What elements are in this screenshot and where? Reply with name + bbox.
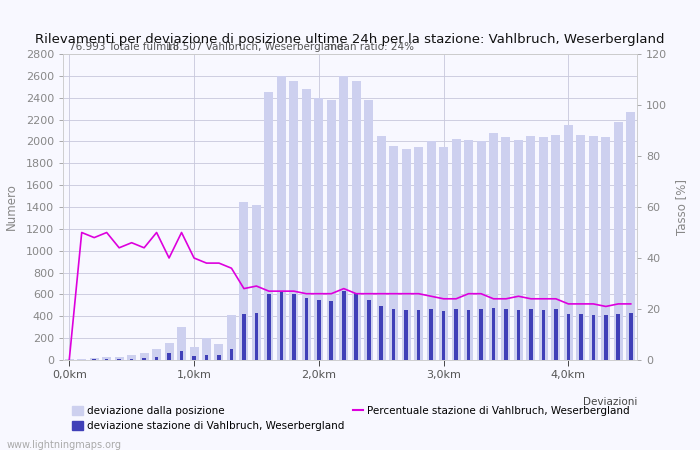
Bar (277, 76, 286, 360)
Bar (442, 311, 445, 360)
Bar (279, 292, 284, 360)
Bar (379, 306, 383, 360)
Bar (302, 89, 311, 360)
Bar (102, 357, 111, 360)
Bar (342, 291, 346, 360)
Bar (227, 315, 236, 360)
Bar (252, 205, 261, 360)
Bar (542, 310, 545, 360)
Bar (467, 310, 470, 360)
Bar (265, 92, 274, 360)
Bar (629, 313, 633, 360)
Bar (193, 356, 196, 360)
Bar (389, 146, 398, 360)
Bar (552, 135, 561, 360)
Bar (152, 349, 161, 360)
Bar (504, 309, 508, 360)
Bar (167, 353, 171, 360)
Title: Rilevamenti per deviazione di posizione ultime 24h per la stazione: Vahlbruch, W: Rilevamenti per deviazione di posizione … (35, 33, 665, 46)
Bar (566, 314, 570, 360)
Bar (177, 327, 186, 360)
Bar (142, 359, 146, 360)
Bar (617, 314, 620, 360)
Bar (589, 136, 598, 360)
Bar (576, 135, 585, 360)
Bar (130, 359, 134, 360)
Bar (491, 307, 496, 360)
Y-axis label: Tasso [%]: Tasso [%] (676, 179, 689, 235)
Bar (604, 315, 608, 360)
Bar (392, 309, 396, 360)
Bar (90, 358, 99, 360)
Bar (164, 342, 174, 360)
Bar (304, 298, 308, 360)
Bar (514, 140, 523, 360)
Bar (416, 310, 421, 360)
Bar (364, 100, 373, 360)
Bar (255, 313, 258, 360)
Bar (351, 81, 360, 360)
Bar (529, 309, 533, 360)
Bar (454, 309, 458, 360)
Y-axis label: Numero: Numero (4, 184, 18, 230)
Text: www.lightningmaps.org: www.lightningmaps.org (7, 440, 122, 450)
Bar (405, 310, 408, 360)
Bar (414, 147, 423, 360)
Bar (267, 294, 271, 360)
Bar (452, 139, 461, 360)
Text: mean ratio: 24%: mean ratio: 24% (327, 42, 414, 53)
Bar (292, 294, 295, 360)
Bar (579, 314, 582, 360)
Bar (139, 353, 148, 360)
Bar (217, 355, 220, 360)
Bar (501, 137, 510, 360)
Bar (489, 133, 498, 360)
Bar (202, 338, 211, 360)
Bar (317, 300, 321, 360)
Bar (377, 136, 386, 360)
Bar (354, 293, 358, 360)
Bar (105, 359, 108, 360)
Bar (239, 202, 248, 360)
Bar (429, 309, 433, 360)
Bar (155, 357, 158, 360)
Bar (439, 147, 448, 360)
Bar (115, 357, 124, 360)
Bar (554, 309, 558, 360)
Legend: deviazione dalla posizione, deviazione stazione di Vahlbruch, Weserbergland, Per: deviazione dalla posizione, deviazione s… (68, 402, 634, 436)
Bar (330, 301, 333, 360)
Bar (517, 310, 520, 360)
Bar (464, 140, 473, 360)
Bar (592, 315, 595, 360)
Bar (204, 355, 209, 360)
Bar (327, 100, 336, 360)
Bar (367, 300, 370, 360)
Text: Deviazioni: Deviazioni (582, 397, 637, 407)
Bar (242, 314, 246, 360)
Bar (601, 137, 610, 360)
Bar (564, 125, 573, 360)
Bar (480, 309, 483, 360)
Bar (526, 136, 536, 360)
Bar (190, 347, 199, 360)
Bar (127, 355, 136, 360)
Text: 18.507 Vahlbruch, Weserbergland: 18.507 Vahlbruch, Weserbergland (167, 42, 344, 53)
Bar (230, 349, 233, 360)
Bar (180, 351, 183, 360)
Bar (214, 344, 223, 360)
Bar (614, 122, 623, 360)
Bar (539, 137, 548, 360)
Bar (77, 359, 86, 360)
Bar (426, 141, 435, 360)
Bar (402, 149, 411, 360)
Bar (626, 112, 636, 360)
Bar (314, 98, 323, 360)
Text: 76.993 Totale fulmini: 76.993 Totale fulmini (69, 42, 178, 53)
Bar (340, 76, 349, 360)
Bar (289, 81, 298, 360)
Bar (477, 141, 486, 360)
